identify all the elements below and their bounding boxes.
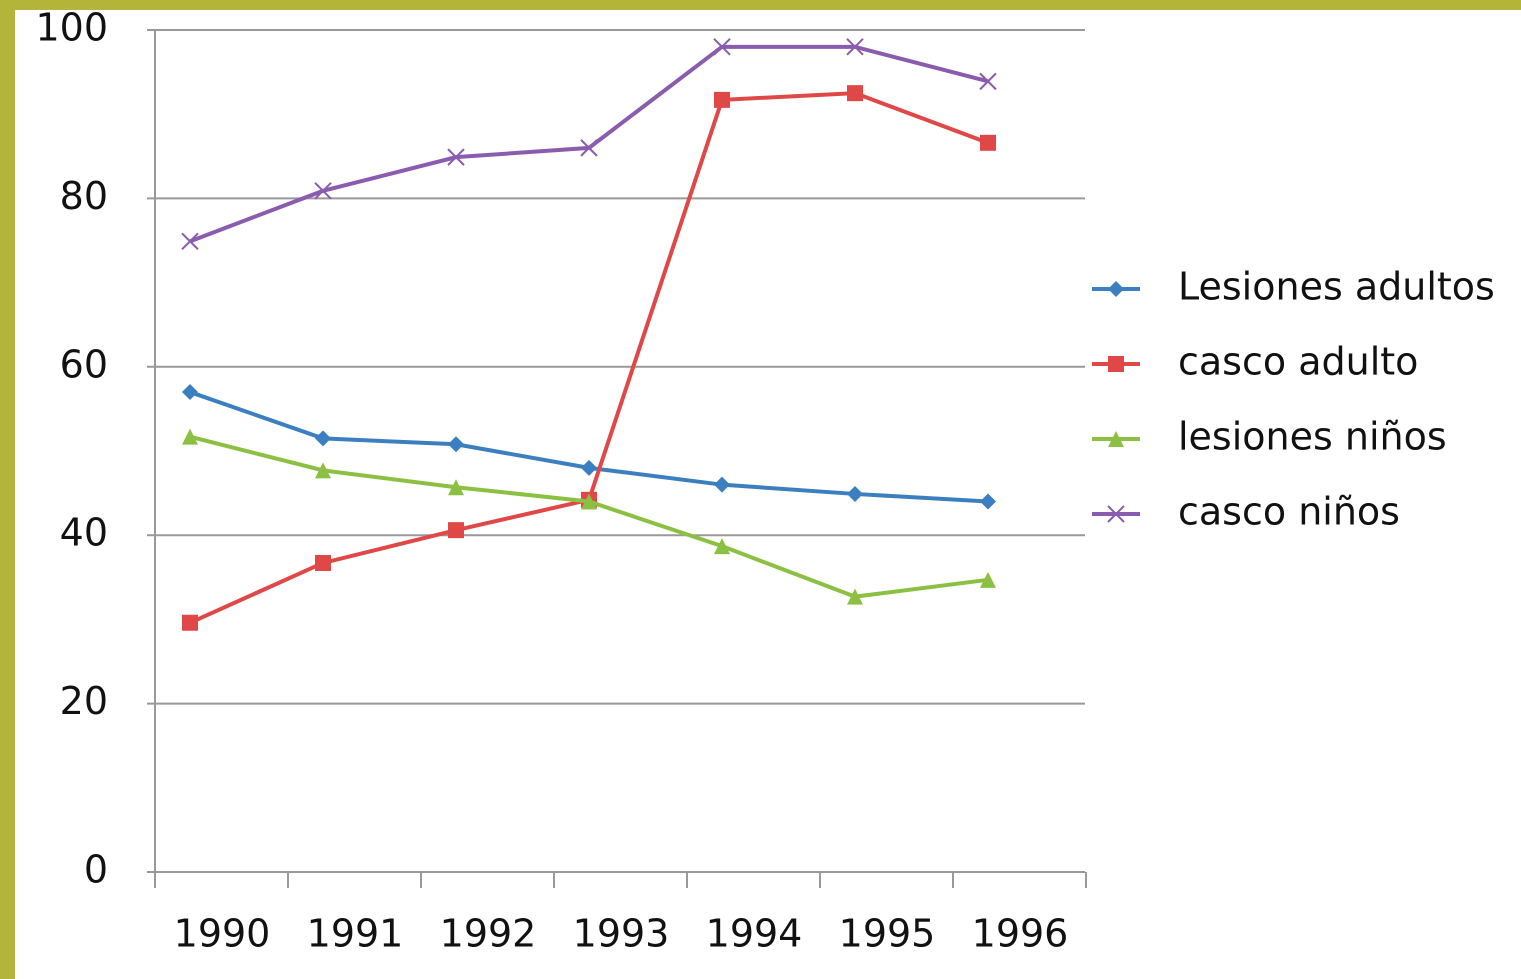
data-point — [847, 485, 863, 502]
data-point — [315, 430, 331, 447]
legend-label: Lesiones adultos — [1178, 265, 1495, 309]
legend-marker — [1108, 356, 1124, 372]
legend-label: casco niños — [1178, 490, 1400, 534]
x-tick-label: 1993 — [573, 912, 670, 956]
legend-marker — [1108, 281, 1124, 297]
y-tick-label: 0 — [84, 848, 108, 892]
x-tick-label: 1996 — [972, 912, 1069, 956]
data-point — [581, 493, 597, 510]
data-point — [448, 436, 464, 453]
data-point — [980, 493, 996, 510]
legend-label: lesiones niños — [1178, 415, 1447, 459]
legend-label: casco adulto — [1178, 340, 1418, 384]
legend-marker — [1108, 431, 1124, 447]
y-tick-label: 100 — [35, 6, 108, 50]
y-tick-label: 80 — [60, 174, 108, 218]
series-line — [189, 44, 989, 244]
data-point — [448, 522, 464, 539]
data-point — [581, 459, 597, 476]
y-tick-label: 20 — [60, 679, 108, 723]
data-point — [182, 384, 198, 401]
data-point — [448, 479, 464, 496]
x-tick-label: 1992 — [440, 912, 537, 956]
data-point — [980, 134, 996, 151]
data-point — [713, 38, 731, 56]
series-line — [189, 390, 989, 504]
y-tick-label: 40 — [60, 511, 108, 555]
series-line — [189, 91, 989, 625]
y-tick-label: 60 — [60, 342, 108, 386]
data-point — [580, 139, 598, 157]
x-tick-label: 1995 — [839, 912, 936, 956]
data-point — [979, 72, 997, 91]
data-point — [714, 91, 730, 108]
data-point — [714, 538, 730, 555]
data-point — [315, 462, 331, 479]
panel — [15, 10, 1521, 979]
x-tick-label: 1990 — [174, 912, 271, 956]
data-point — [315, 554, 331, 571]
data-point — [181, 232, 199, 251]
legend-marker — [1107, 505, 1125, 523]
data-point — [182, 428, 198, 445]
data-point — [847, 588, 863, 605]
data-point — [314, 182, 332, 200]
x-tick-label: 1994 — [706, 912, 803, 956]
data-point — [980, 571, 996, 588]
data-point — [847, 85, 863, 102]
x-tick-label: 1991 — [307, 912, 404, 956]
data-point — [182, 614, 198, 631]
data-point — [846, 38, 864, 56]
data-point — [714, 476, 730, 493]
data-point — [447, 148, 465, 166]
